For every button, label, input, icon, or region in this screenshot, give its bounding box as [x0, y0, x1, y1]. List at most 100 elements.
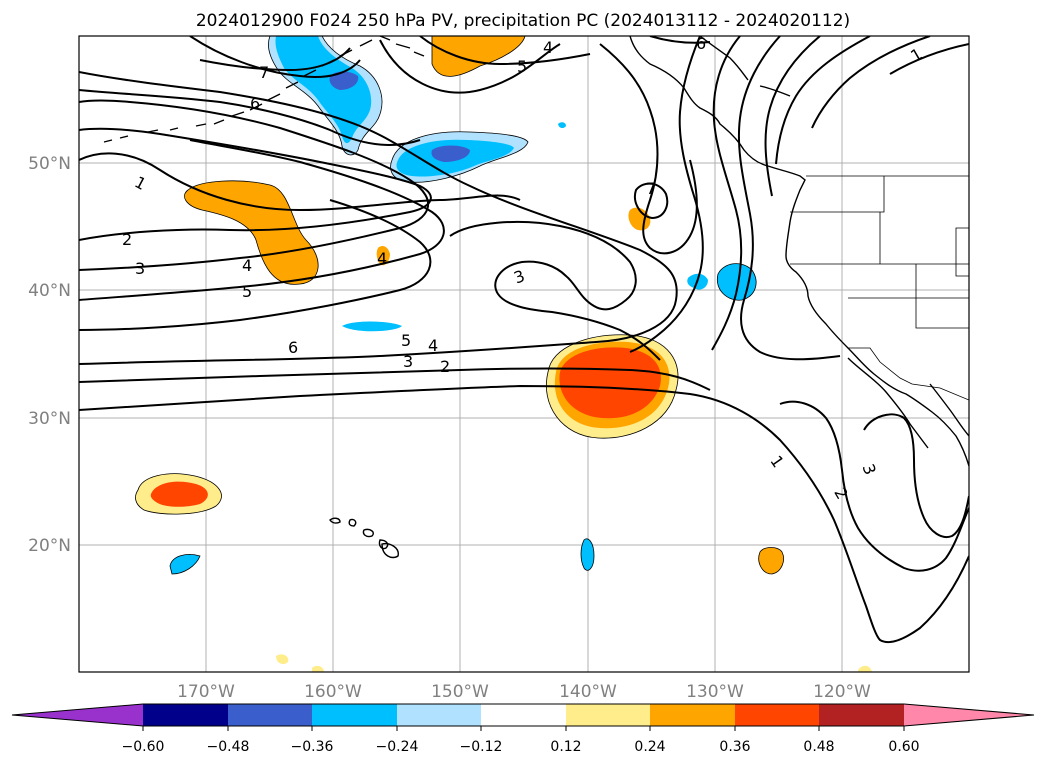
map-panel: 1 2 3 4 5 6 5 4 3 2 3 7 1 2 3 1 4 5 6 7 [78, 34, 970, 673]
pv-contour-5-top [419, 36, 591, 66]
pv-contour-2-north [79, 127, 432, 241]
lat-label-30n: 30°N [28, 409, 71, 429]
pv-contour-closed-7 [634, 182, 669, 220]
contour-label-2-west: 2 [122, 230, 132, 249]
pv-contour-2-south [779, 400, 969, 572]
precip-shading [135, 36, 872, 672]
precip-blob-57n-160w-core [329, 71, 359, 90]
contour-label-4-west: 4 [242, 256, 252, 275]
precip-blob-58n-151w [431, 36, 526, 77]
precip-blob-18n-171w [169, 554, 201, 575]
pv-contour-coastal-6 [811, 36, 931, 129]
lon-label-160w: 160°W [304, 682, 362, 702]
colorbar-segment-2 [228, 704, 312, 726]
lat-label-50n: 50°N [28, 154, 71, 174]
pv-contour-coastal-3 [737, 36, 841, 361]
colorbar-ticks [142, 726, 905, 731]
mexico-mainland-coast [929, 383, 969, 437]
colorbar-label-1: −0.60 [122, 739, 165, 755]
pv-contour-coastal-trough [629, 36, 704, 353]
contour-label-7-top: 7 [259, 63, 269, 82]
pv-contour-coastal-7 [889, 43, 969, 75]
lat-label-40n: 40°N [28, 281, 71, 301]
state-borders [790, 176, 969, 329]
colorbar-extend-low [12, 704, 143, 726]
contour-label-5-top: 5 [517, 57, 527, 76]
precip-blob-45n-143w [628, 207, 651, 231]
precip-blob-10n-118w [858, 665, 872, 672]
pv-contour-1-north [79, 152, 521, 212]
lon-label-120w: 120°W [813, 682, 871, 702]
longitude-labels: 170°W 160°W 150°W 140°W 130°W 120°W [177, 682, 871, 702]
pv-contour-5 [79, 139, 445, 301]
colorbar-segment-4 [397, 704, 481, 726]
contour-label-4-top: 4 [543, 38, 553, 57]
contour-label-4-small: 4 [377, 249, 387, 268]
precip-blob-24n-172w-core [150, 481, 208, 507]
colorbar-segment-9 [819, 704, 904, 726]
pv-contours [79, 36, 969, 644]
map-background [79, 36, 969, 672]
colorbar-segment-6 [566, 704, 650, 726]
pv-contour-6 [79, 199, 432, 331]
colorbar-label-7: 0.24 [634, 739, 665, 755]
lon-label-170w: 170°W [177, 682, 235, 702]
lat-label-20n: 20°N [28, 536, 71, 556]
latitude-labels: 50°N 40°N 30°N 20°N [28, 154, 71, 556]
contour-label-4-mid: 4 [428, 336, 438, 355]
pv-contour-4 [79, 71, 678, 365]
political-borders [790, 175, 969, 401]
pv-contour-coastal-2 [711, 36, 743, 351]
pv-contour-3-north [79, 99, 430, 271]
figure-title: 2024012900 F024 250 hPa PV, precipitatio… [196, 11, 850, 31]
pv-contour-7-north [199, 47, 351, 72]
colorbar-extend-high [904, 704, 1034, 726]
colorbar-label-2: −0.48 [207, 739, 250, 755]
colorbar-label-6: 0.12 [550, 739, 581, 755]
pv-contour-gulf-of-alaska [599, 43, 698, 255]
precip-blob-19n-125w [758, 547, 784, 575]
precip-blob-53n-142w [558, 122, 566, 129]
pv-contour-coastal-4 [764, 36, 821, 197]
coastlines [103, 36, 969, 559]
precip-blob-10n-159w [312, 665, 324, 672]
contour-label-5-west: 5 [242, 282, 252, 301]
contour-labels: 1 2 3 4 5 6 5 4 3 2 3 7 1 2 3 1 4 5 6 7 [122, 34, 926, 503]
us-mexico-border [848, 347, 969, 401]
precip-blob-43n-158w [376, 246, 390, 266]
colorbar-label-9: 0.48 [803, 739, 834, 755]
hawaiian-islands [329, 517, 399, 559]
lon-label-140w: 140°W [559, 682, 617, 702]
pv-contour-2-mid [79, 367, 711, 391]
lon-label-130w: 130°W [686, 682, 744, 702]
precip-blob-46n-164w [184, 180, 319, 285]
precip-blob-49n-150w-core [431, 145, 470, 162]
pv-contour-3-south [863, 413, 969, 538]
precip-blob-37n-155w [342, 321, 402, 332]
colorbar: −0.60 −0.48 −0.36 −0.24 −0.12 0.12 0.24 … [11, 703, 1035, 755]
colorbar-segment-8 [735, 704, 819, 726]
contour-label-2-mid: 2 [440, 357, 450, 376]
contour-label-6-west: 6 [288, 338, 298, 357]
contour-label-3-west: 3 [135, 259, 145, 278]
colorbar-label-8: 0.36 [719, 739, 750, 755]
alaska-coast [629, 36, 969, 467]
contour-label-5-mid: 5 [401, 331, 411, 350]
pv-contour-3-loop [449, 220, 661, 361]
contour-label-3-mid: 3 [403, 352, 413, 371]
pv-contour-6-north [79, 89, 421, 146]
contour-label-7-closed: 7 [646, 179, 656, 198]
contour-label-6-top: 6 [696, 34, 706, 53]
colorbar-segment-5 [481, 704, 566, 726]
colorbar-segment-1 [143, 704, 228, 726]
map-frame [78, 35, 970, 673]
colorbar-label-10: 0.60 [888, 739, 919, 755]
lon-label-150w: 150°W [431, 682, 489, 702]
pv-contour-6-top [649, 36, 711, 44]
contour-label-6-north: 6 [250, 94, 260, 113]
colorbar-segment-3 [312, 704, 397, 726]
pv-contour-coastal-5 [775, 36, 871, 165]
precip-blob-11n-164w [276, 654, 289, 664]
baja-california-coast [847, 357, 929, 449]
colorbar-label-3: −0.36 [291, 739, 334, 755]
